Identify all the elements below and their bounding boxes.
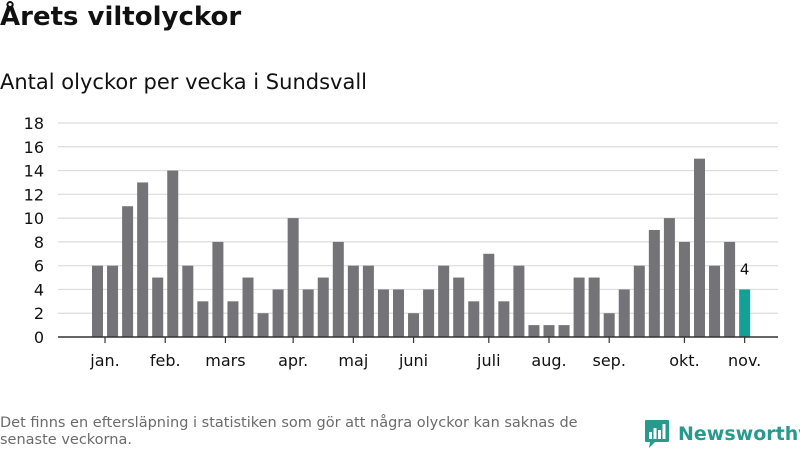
bar bbox=[724, 241, 736, 337]
bar bbox=[257, 313, 269, 337]
y-tick-label: 8 bbox=[34, 233, 44, 252]
bar bbox=[709, 265, 721, 337]
y-tick-label: 18 bbox=[24, 114, 44, 133]
bar bbox=[468, 301, 480, 337]
bar bbox=[603, 313, 615, 337]
bar bbox=[498, 301, 510, 337]
bar bbox=[332, 241, 344, 337]
bar bbox=[167, 170, 179, 337]
bar bbox=[513, 265, 525, 337]
x-tick-label: okt. bbox=[669, 351, 699, 370]
bar bbox=[408, 313, 420, 337]
bar bbox=[137, 182, 149, 337]
x-tick-label: nov. bbox=[728, 351, 761, 370]
bar bbox=[528, 325, 540, 337]
bar bbox=[302, 289, 314, 337]
bar bbox=[92, 265, 103, 337]
y-tick-label: 2 bbox=[34, 304, 44, 323]
bar bbox=[453, 277, 465, 337]
y-tick-label: 14 bbox=[24, 162, 44, 181]
bar bbox=[377, 289, 389, 337]
bar bbox=[212, 241, 224, 337]
bar bbox=[107, 265, 119, 337]
y-tick-label: 0 bbox=[34, 328, 44, 347]
chart-subtitle: Antal olyckor per vecka i Sundsvall bbox=[0, 70, 367, 94]
bar bbox=[393, 289, 404, 337]
x-tick-label: jan. bbox=[89, 351, 119, 370]
bar-chart: 0 2 4 6 8 10 12 14 16 18 4 jan. feb. mars apr. maj juni j… bbox=[24, 114, 778, 370]
bar bbox=[543, 325, 555, 337]
x-tick-label: juli bbox=[476, 351, 500, 370]
y-tick-label: 16 bbox=[24, 138, 44, 157]
x-tick-label: apr. bbox=[278, 351, 308, 370]
y-tick-label: 4 bbox=[34, 280, 44, 299]
y-tick-label: 12 bbox=[24, 185, 44, 204]
bar bbox=[678, 241, 690, 337]
bar bbox=[197, 301, 209, 337]
y-tick-label: 10 bbox=[24, 209, 44, 228]
y-tick-label: 6 bbox=[34, 257, 44, 276]
newsworthy-logo: Newsworthy bbox=[644, 419, 800, 449]
bar bbox=[573, 277, 585, 337]
bar bbox=[618, 289, 630, 337]
bar bbox=[227, 301, 239, 337]
bar bbox=[633, 265, 645, 337]
brand-name: Newsworthy bbox=[678, 423, 800, 445]
newsworthy-logo-icon bbox=[645, 420, 669, 448]
x-tick-label: aug. bbox=[531, 351, 566, 370]
bar bbox=[182, 265, 194, 337]
bar bbox=[242, 277, 254, 337]
x-tick-label: maj bbox=[338, 351, 368, 370]
chart-title: Årets viltolyckor bbox=[0, 2, 242, 32]
bar bbox=[558, 325, 570, 337]
bar bbox=[438, 265, 450, 337]
bar bbox=[663, 218, 675, 337]
x-tick-label: mars bbox=[205, 351, 245, 370]
bar bbox=[362, 265, 374, 337]
bar bbox=[317, 277, 329, 337]
bar bbox=[588, 277, 600, 337]
bar bbox=[152, 277, 164, 337]
x-tick-label: feb. bbox=[150, 351, 181, 370]
highlight-value-label: 4 bbox=[740, 260, 750, 278]
x-tick-label: juni bbox=[398, 351, 428, 370]
x-tick-label: sep. bbox=[592, 351, 625, 370]
footnote: Det finns en eftersläpning i statistiken… bbox=[0, 415, 578, 448]
bar bbox=[347, 265, 359, 337]
bar bbox=[272, 289, 284, 337]
bar bbox=[483, 253, 495, 337]
bar bbox=[287, 218, 299, 337]
bar bbox=[423, 289, 435, 337]
bar-highlight bbox=[739, 289, 751, 337]
bar bbox=[122, 206, 134, 337]
bar bbox=[648, 230, 660, 337]
bar bbox=[694, 158, 705, 337]
